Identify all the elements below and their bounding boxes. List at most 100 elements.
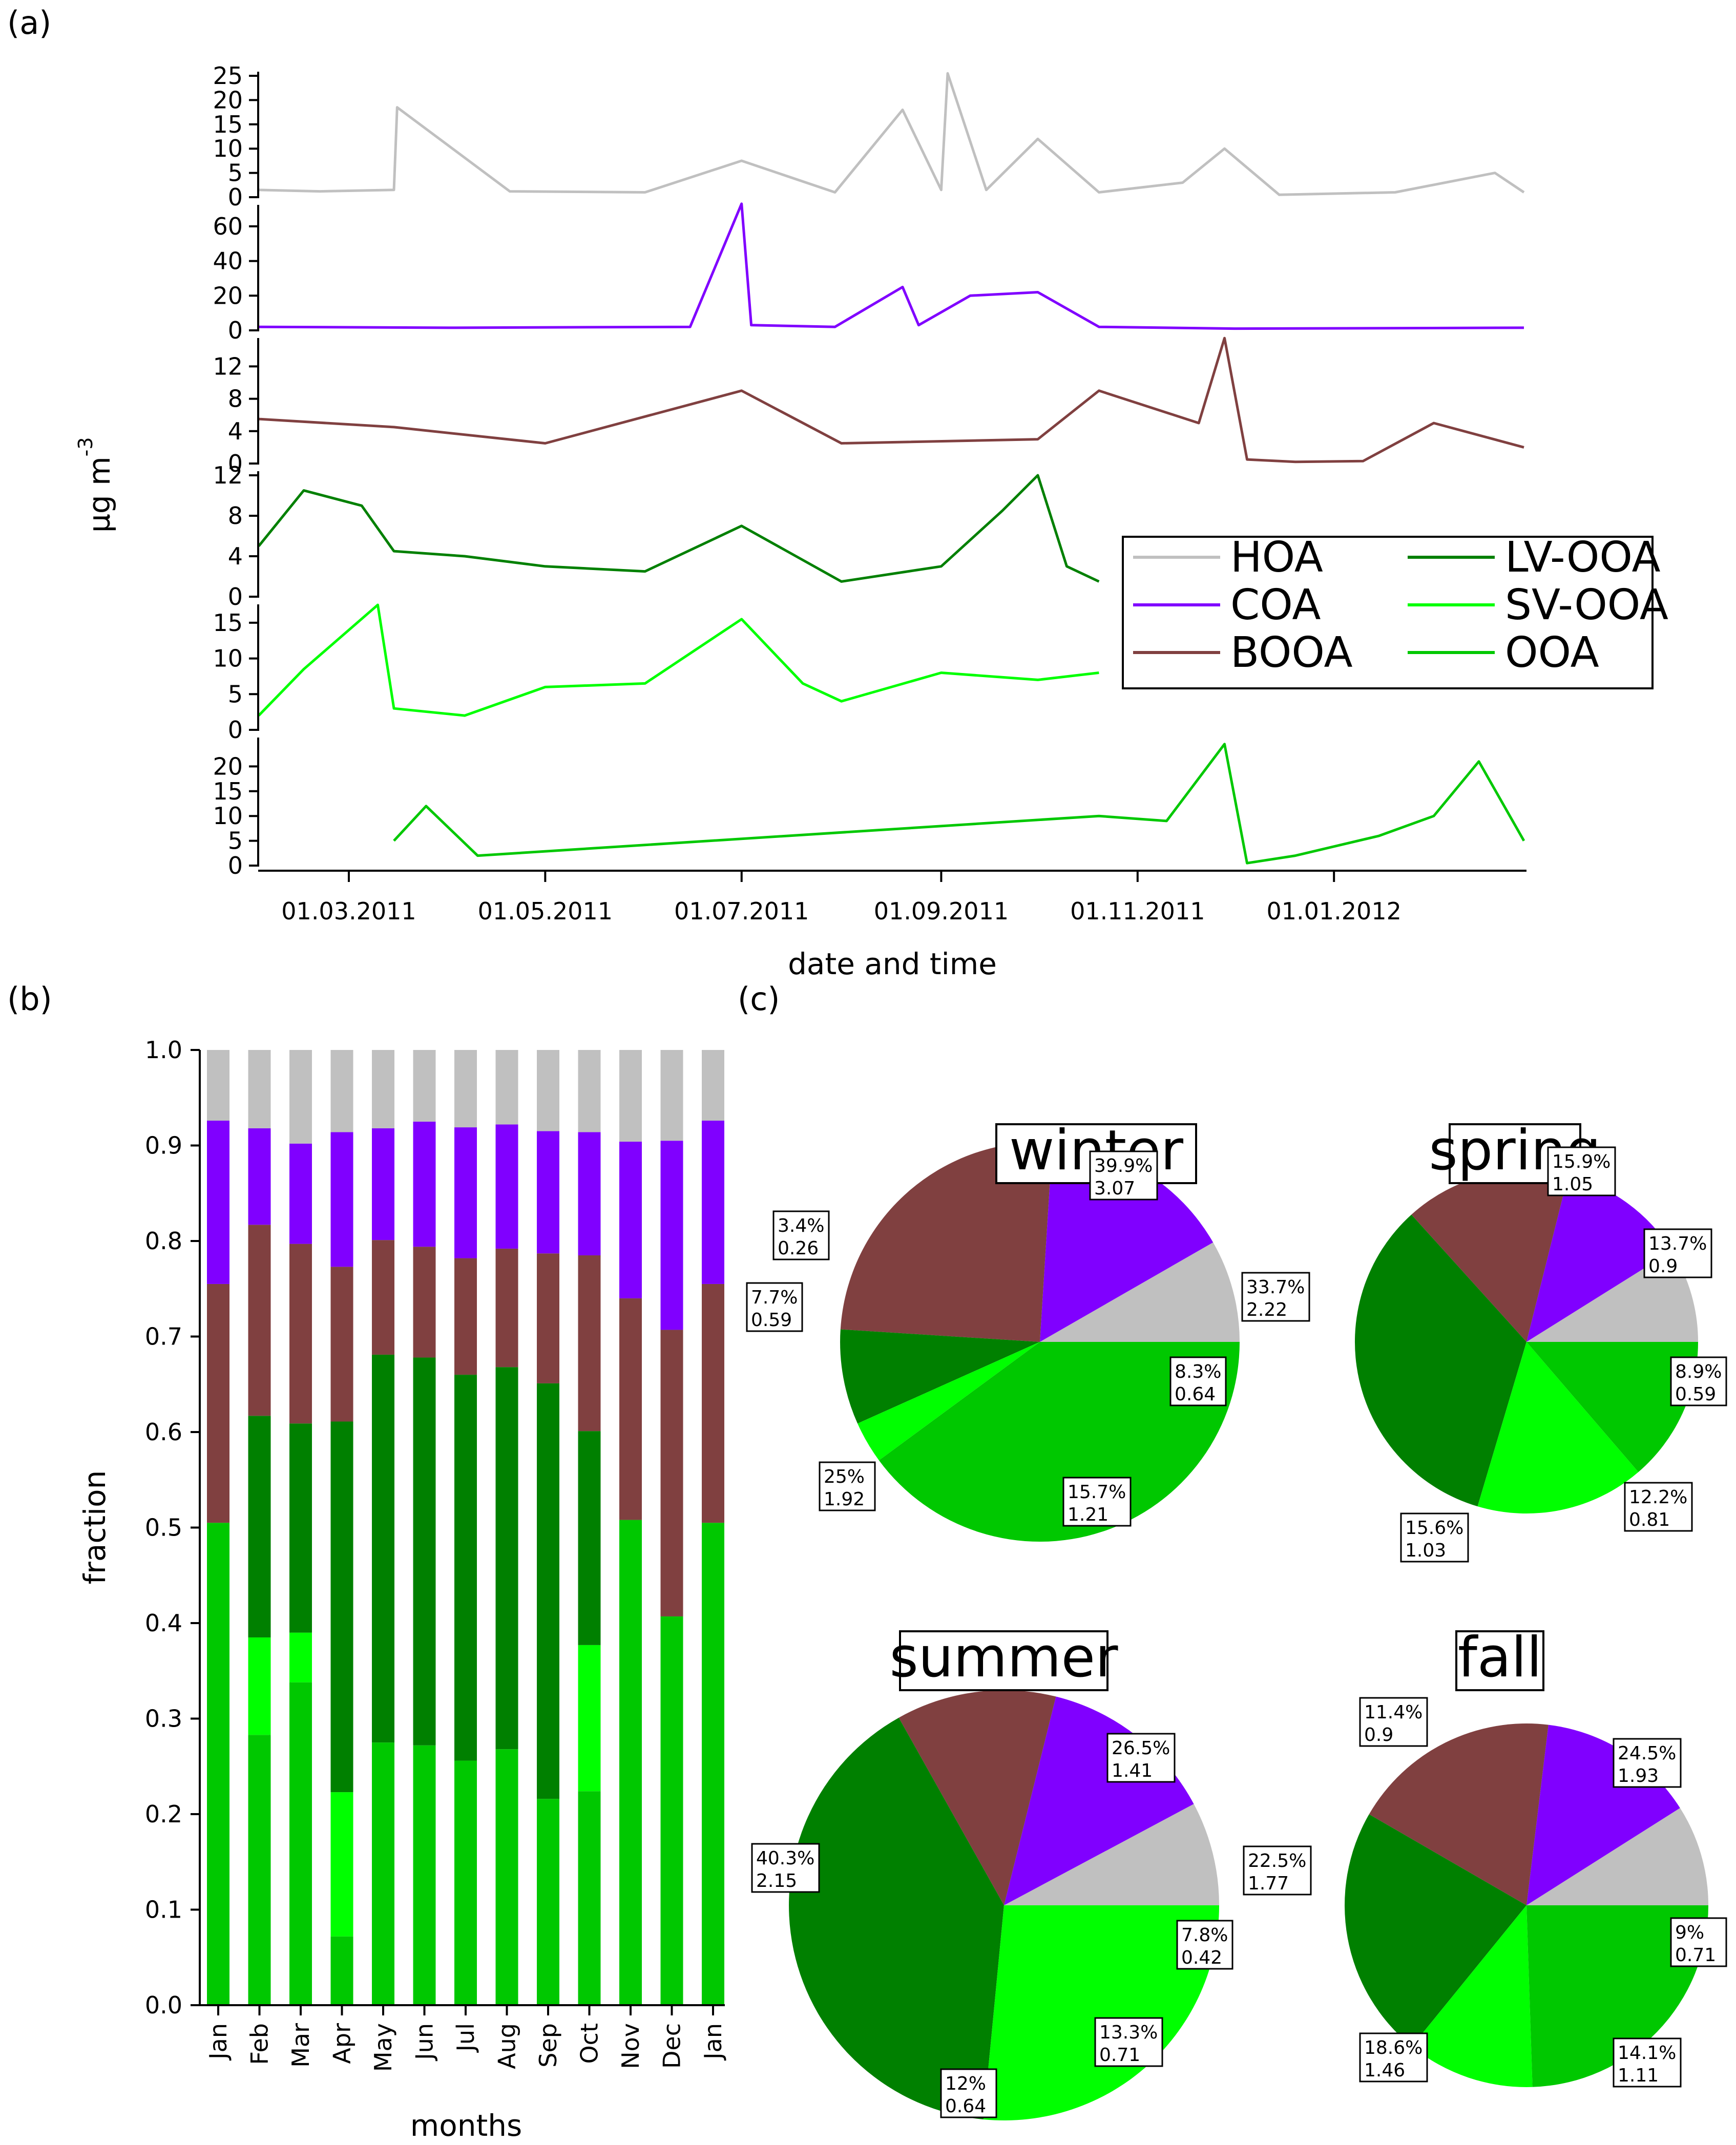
b-bar-segment-booa: [413, 1247, 436, 1358]
pie-label-box: [1089, 1150, 1158, 1201]
b-bar-segment-ooa: [413, 1745, 436, 2005]
pie-label-percent: 12.2%: [1629, 1487, 1687, 1508]
pie-label-value: 0.81: [1629, 1509, 1670, 1530]
pie-label-percent: 8.3%: [1175, 1361, 1221, 1382]
pie-label-value: 1.46: [1364, 2060, 1405, 2081]
b-bar-segment-coa: [330, 1132, 353, 1267]
a-series-line-hoa: [258, 72, 1525, 196]
pie-label-value: 0.64: [1175, 1384, 1216, 1405]
pie-label-percent: 15.6%: [1405, 1518, 1463, 1539]
a-ytick-label-booa: 0: [228, 450, 243, 477]
b-bar-segment-hoa: [537, 1050, 559, 1131]
pie-label-box: [940, 2068, 997, 2118]
b-bar-segment-sv-ooa: [330, 1792, 353, 1937]
b-bar-segment-booa: [660, 1330, 683, 1616]
pie-label-box: [1094, 2017, 1163, 2067]
a-xtick-label: 01.03.2011: [281, 897, 416, 925]
b-bar-segment-coa: [702, 1121, 724, 1284]
a-ytick-label-booa: 8: [228, 385, 243, 413]
pie-label-box: [1613, 2037, 1682, 2088]
b-bar-segment-ooa: [619, 1520, 642, 2005]
a-ytick-label-lv-ooa: 0: [228, 583, 243, 611]
pie-label-value: 1.05: [1552, 1174, 1593, 1195]
b-ytick-label: 0.3: [145, 1705, 182, 1733]
legend-label-booa: BOOA: [1230, 628, 1353, 677]
a-series-line-coa: [258, 202, 1524, 330]
panel-b-stacked-bars: 1.0 0.9 0.8 0.7 0.6 0.5 0.4 0.3 0.2 0.1 0.0 Jan Feb…: [77, 1036, 727, 2143]
pie-label-percent: 26.5%: [1112, 1738, 1170, 1759]
pie-spring: spring8.9%0.5912.2%0.8115.6%1.0333.7%2.2…: [1241, 1119, 1727, 1563]
pie-slice-ooa: [1526, 1905, 1708, 2087]
a-ytick-label-hoa: 10: [213, 135, 243, 162]
pie-slice-booa: [1369, 1723, 1549, 1905]
b-bar-segment-booa: [702, 1284, 724, 1523]
pie-label-box: [746, 1282, 803, 1332]
b-bar-segment-coa: [207, 1121, 229, 1284]
a-xtick-label: 01.09.2011: [874, 897, 1009, 925]
pie-label-percent: 14.1%: [1618, 2043, 1676, 2064]
pie-fall: fall 9%0.71 14.1%1.11 18.6%1.46 22.5%1.77 11.…: [1243, 1626, 1727, 2088]
pie-slice-booa: [840, 1142, 1053, 1342]
b-ytick-label: 0.0: [145, 1991, 182, 2019]
b-ytick-label: 0.4: [145, 1609, 182, 1637]
panel-label-a: (a): [7, 4, 51, 41]
b-bar-segment-ooa: [372, 1742, 394, 2005]
pie-label-percent: 8.9%: [1675, 1361, 1722, 1382]
b-bar-segment-booa: [248, 1225, 271, 1416]
pie-title: fall: [1458, 1626, 1542, 1690]
pie-label-value: 0.42: [1181, 1947, 1222, 1968]
pie-label-box: [1241, 1272, 1310, 1322]
pie-label-percent: 18.6%: [1364, 2037, 1423, 2058]
b-xtick-label: May: [369, 2023, 397, 2072]
b-bar-segment-lv-ooa: [495, 1367, 518, 1750]
a-ytick-label-hoa: 20: [213, 86, 243, 114]
pie-summer: summer 7.8%0.42 13.3%0.71 12%0.64 40.3%2.15 2…: [751, 1626, 1233, 2121]
b-ytick-label: 0.5: [145, 1514, 182, 1542]
pie-label-value: 1.41: [1112, 1760, 1153, 1781]
pie-label-value: 1.11: [1618, 2065, 1659, 2086]
a-ytick-label-sv-ooa: 10: [213, 645, 243, 672]
pie-label-value: 0.59: [1675, 1384, 1716, 1405]
b-bar-segment-hoa: [207, 1050, 229, 1121]
b-bar-segment-lv-ooa: [372, 1354, 394, 1743]
b-bar-segment-coa: [413, 1121, 436, 1247]
pie-label-percent: 15.7%: [1068, 1482, 1126, 1503]
a-series-line-booa: [258, 337, 1524, 464]
a-ytick-label-sv-ooa: 15: [213, 609, 243, 637]
b-bar-segment-coa: [454, 1127, 477, 1258]
b-bar-segment-hoa: [248, 1050, 271, 1128]
b-bar-segment-hoa: [619, 1050, 642, 1142]
a-ytick-label-lv-ooa: 12: [213, 461, 243, 489]
a-ytick-label-hoa: 25: [213, 62, 243, 90]
b-xtick-label: Aug: [493, 2023, 521, 2069]
a-ytick-label-coa: 60: [213, 213, 243, 240]
pie-slice-coa: [1526, 1175, 1672, 1342]
pie-label-box: [1176, 1920, 1233, 1970]
pie-title-box: [899, 1630, 1108, 1691]
pie-label-box: [1670, 1356, 1727, 1406]
pie-label-percent: 15.9%: [1552, 1151, 1610, 1172]
a-xtick-label: 01.01.2012: [1266, 897, 1401, 925]
a-ytick-label-lv-ooa: 8: [228, 502, 243, 530]
pie-label-percent: 11.4%: [1364, 1702, 1423, 1723]
pie-label-value: 1.92: [824, 1489, 865, 1510]
b-bar-segment-booa: [330, 1267, 353, 1422]
pie-label-percent: 9%: [1675, 1922, 1704, 1943]
pie-label-box: [1547, 1146, 1616, 1196]
pie-slice-booa: [898, 1690, 1056, 1905]
b-bar-segment-ooa: [495, 1749, 518, 2005]
pie-slice-booa: [1411, 1170, 1568, 1342]
b-xtick-label: Sep: [534, 2023, 562, 2068]
pie-label-percent: 13.7%: [1648, 1233, 1707, 1254]
b-ytick-label: 0.8: [145, 1227, 182, 1255]
b-bar-segment-ooa: [578, 1791, 601, 2005]
pie-label-percent: 25%: [824, 1466, 865, 1487]
pie-label-value: 0.59: [751, 1310, 792, 1331]
pie-winter: winter8.3%0.6415.7%1.2125%1.927.7%0.593.…: [746, 1119, 1240, 1542]
a-series-line-lv-ooa: [258, 474, 1100, 583]
b-xtick-label: Dec: [658, 2023, 686, 2069]
b-xtick-label: Nov: [617, 2023, 644, 2069]
pie-label-percent: 7.7%: [751, 1287, 798, 1308]
b-bar-segment-lv-ooa: [578, 1431, 601, 1645]
b-bar-segment-sv-ooa: [289, 1632, 312, 1683]
